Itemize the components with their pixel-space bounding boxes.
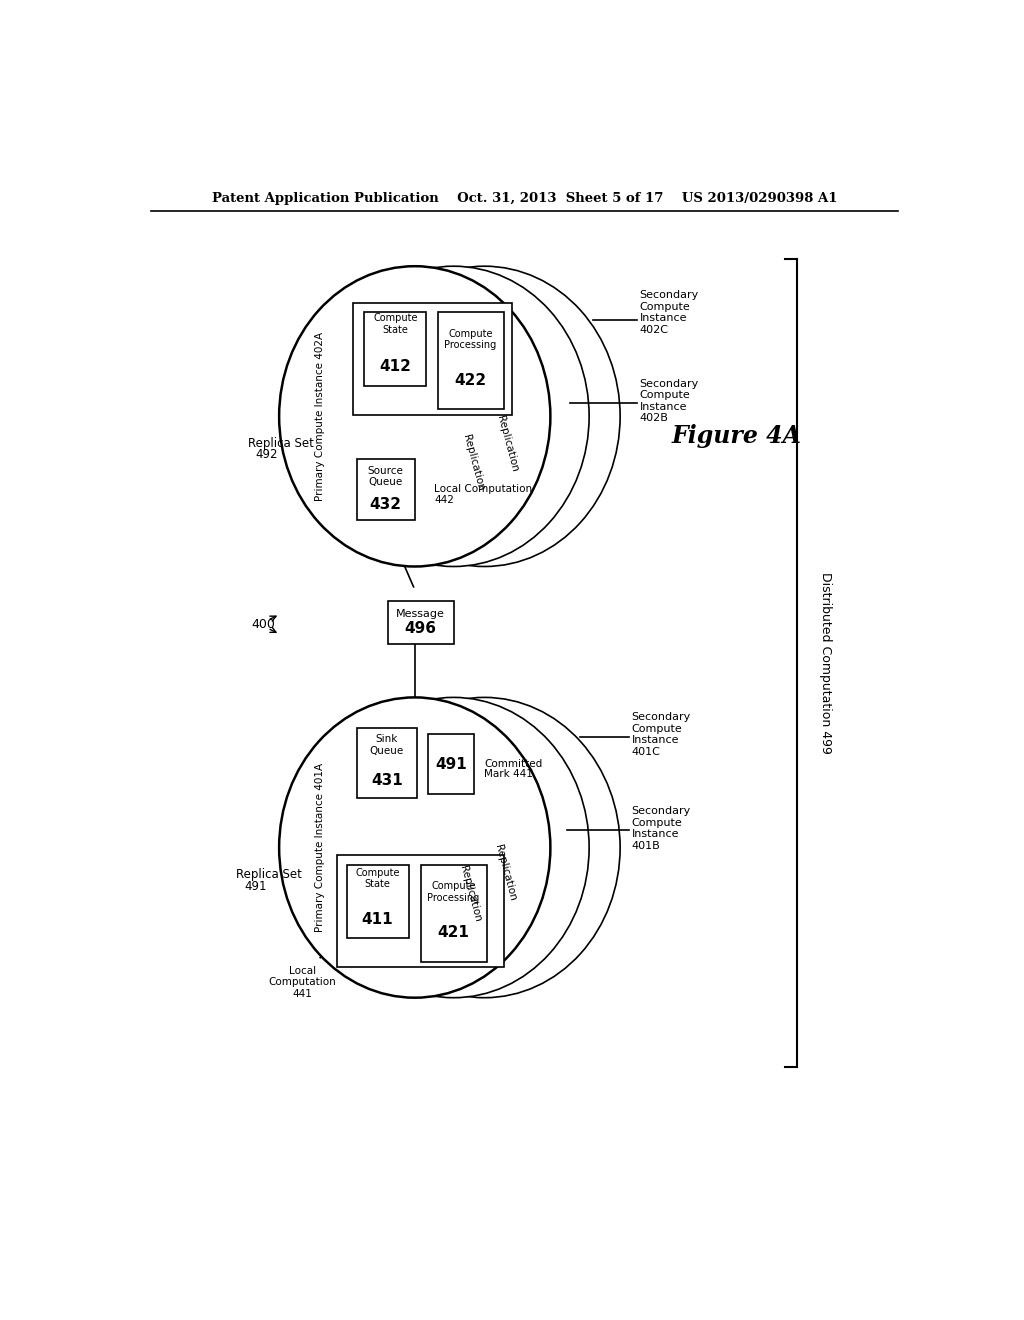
FancyBboxPatch shape <box>421 866 486 961</box>
Text: 431: 431 <box>371 774 402 788</box>
FancyBboxPatch shape <box>346 866 409 939</box>
FancyBboxPatch shape <box>352 304 512 414</box>
FancyBboxPatch shape <box>356 459 415 520</box>
Text: Replication: Replication <box>458 865 483 923</box>
Text: Local
Computation
441: Local Computation 441 <box>268 966 336 999</box>
Text: Replica Set: Replica Set <box>248 437 314 450</box>
FancyBboxPatch shape <box>388 601 454 644</box>
Text: 421: 421 <box>437 925 469 940</box>
Text: Secondary
Compute
Instance
401C: Secondary Compute Instance 401C <box>632 711 691 756</box>
FancyBboxPatch shape <box>438 313 504 409</box>
Text: Replication: Replication <box>461 433 485 492</box>
Text: Primary Compute Instance 402A: Primary Compute Instance 402A <box>315 331 326 500</box>
Text: Patent Application Publication    Oct. 31, 2013  Sheet 5 of 17    US 2013/029039: Patent Application Publication Oct. 31, … <box>212 191 838 205</box>
Text: 432: 432 <box>370 498 401 512</box>
Ellipse shape <box>349 697 621 998</box>
Text: 412: 412 <box>380 359 412 374</box>
Ellipse shape <box>280 267 550 566</box>
Text: 422: 422 <box>455 372 486 388</box>
Text: 492: 492 <box>256 449 279 462</box>
Text: Compute
Processing: Compute Processing <box>444 329 497 350</box>
Text: Local Computation: Local Computation <box>434 484 532 495</box>
Text: Compute
State: Compute State <box>373 313 418 335</box>
Text: 496: 496 <box>404 620 436 636</box>
Ellipse shape <box>280 697 550 998</box>
FancyBboxPatch shape <box>356 729 417 797</box>
FancyBboxPatch shape <box>428 734 474 795</box>
Text: Primary Compute Instance 401A: Primary Compute Instance 401A <box>315 763 326 932</box>
Text: Compute
Processing: Compute Processing <box>427 882 479 903</box>
Text: Secondary
Compute
Instance
402C: Secondary Compute Instance 402C <box>640 290 698 335</box>
Text: 491: 491 <box>435 756 467 772</box>
Ellipse shape <box>349 267 621 566</box>
Text: 491: 491 <box>245 879 266 892</box>
Text: Secondary
Compute
Instance
402B: Secondary Compute Instance 402B <box>640 379 698 424</box>
Text: Secondary
Compute
Instance
401B: Secondary Compute Instance 401B <box>632 807 691 850</box>
Text: 400: 400 <box>252 618 275 631</box>
FancyBboxPatch shape <box>365 313 426 385</box>
Text: 411: 411 <box>361 912 393 927</box>
Text: Committed: Committed <box>484 759 543 770</box>
Text: Replication: Replication <box>494 843 518 902</box>
Ellipse shape <box>317 697 589 998</box>
Text: 442: 442 <box>434 495 454 504</box>
Text: Sink
Queue: Sink Queue <box>370 734 404 756</box>
Text: Compute
State: Compute State <box>355 867 399 890</box>
Text: Mark 441: Mark 441 <box>484 770 534 779</box>
Text: Replica Set: Replica Set <box>237 869 302 880</box>
Ellipse shape <box>317 267 589 566</box>
Text: Figure 4A: Figure 4A <box>672 424 802 447</box>
Text: Distributed Computation 499: Distributed Computation 499 <box>819 572 831 754</box>
Text: Message: Message <box>395 610 444 619</box>
Text: Replication: Replication <box>496 414 520 473</box>
Text: Source
Queue: Source Queue <box>368 466 403 487</box>
FancyBboxPatch shape <box>337 855 504 966</box>
